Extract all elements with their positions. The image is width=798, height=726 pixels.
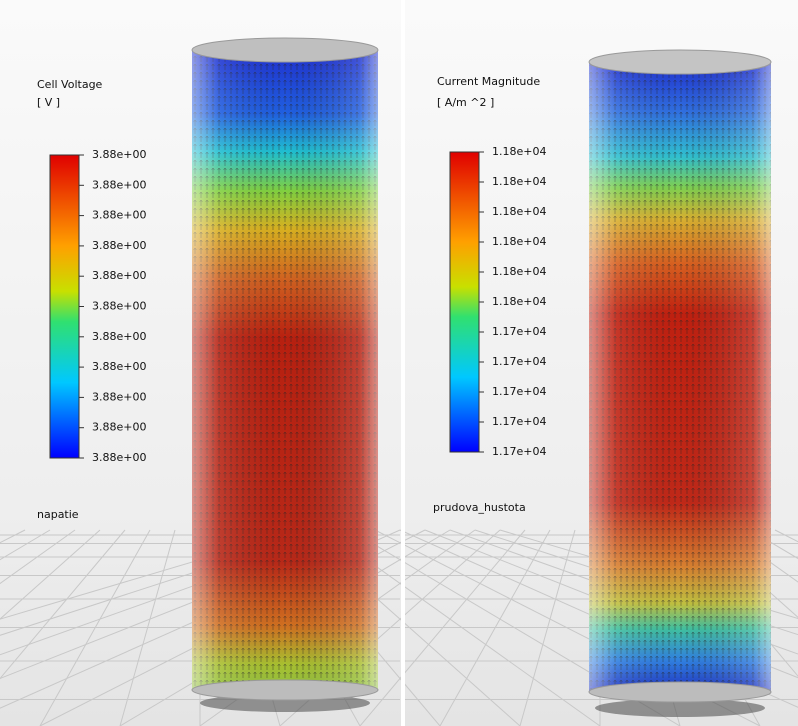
legend-unit: [ V ]	[37, 96, 60, 109]
grid-line	[0, 529, 126, 680]
grid-line	[0, 529, 101, 620]
legend-title: Cell Voltage	[37, 78, 103, 91]
color-bar	[449, 151, 480, 453]
panel-name: prudova_hustota	[433, 501, 526, 514]
tick-label: 3.88e+00	[92, 178, 146, 191]
grid-line	[119, 529, 176, 726]
legend-title: Current Magnitude	[437, 75, 540, 88]
tick-label: 1.17e+04	[492, 325, 546, 338]
cylinder-base	[191, 679, 379, 701]
grid-line	[439, 529, 551, 726]
tick-label: 3.88e+00	[92, 451, 146, 464]
shadow	[595, 699, 765, 717]
tick-label: 1.18e+04	[492, 205, 546, 218]
cylinder-shade	[589, 62, 771, 692]
tick-label: 3.88e+00	[92, 269, 146, 282]
legend-unit: [ A/m ^2 ]	[437, 96, 494, 109]
color-bar	[49, 154, 80, 459]
tick-label: 1.17e+04	[492, 355, 546, 368]
tick-label: 3.88e+00	[92, 390, 146, 403]
tick-label: 3.88e+00	[92, 360, 146, 373]
tick-label: 1.17e+04	[492, 445, 546, 458]
tick-label: 1.18e+04	[492, 265, 546, 278]
tick-label: 1.18e+04	[492, 295, 546, 308]
tick-label: 3.88e+00	[92, 330, 146, 343]
cylinder-cap	[191, 37, 379, 63]
cylinder-base	[588, 681, 772, 703]
grid-line	[0, 529, 76, 585]
panel-name: napatie	[37, 508, 79, 521]
tick-label: 1.18e+04	[492, 235, 546, 248]
tick-label: 1.18e+04	[492, 145, 546, 158]
tick-label: 1.17e+04	[492, 415, 546, 428]
grid-line	[39, 529, 151, 726]
cylinder-cap	[588, 49, 772, 75]
tick-label: 1.18e+04	[492, 175, 546, 188]
tick-label: 3.88e+00	[92, 148, 146, 161]
tick-label: 3.88e+00	[92, 421, 146, 434]
grid-line	[359, 529, 526, 726]
grid-line	[0, 529, 301, 620]
cylinder-shade	[192, 50, 378, 690]
tick-label: 3.88e+00	[92, 209, 146, 222]
grid-line	[519, 529, 576, 726]
tick-label: 3.88e+00	[92, 239, 146, 252]
tick-label: 1.17e+04	[492, 385, 546, 398]
tick-label: 3.88e+00	[92, 300, 146, 313]
